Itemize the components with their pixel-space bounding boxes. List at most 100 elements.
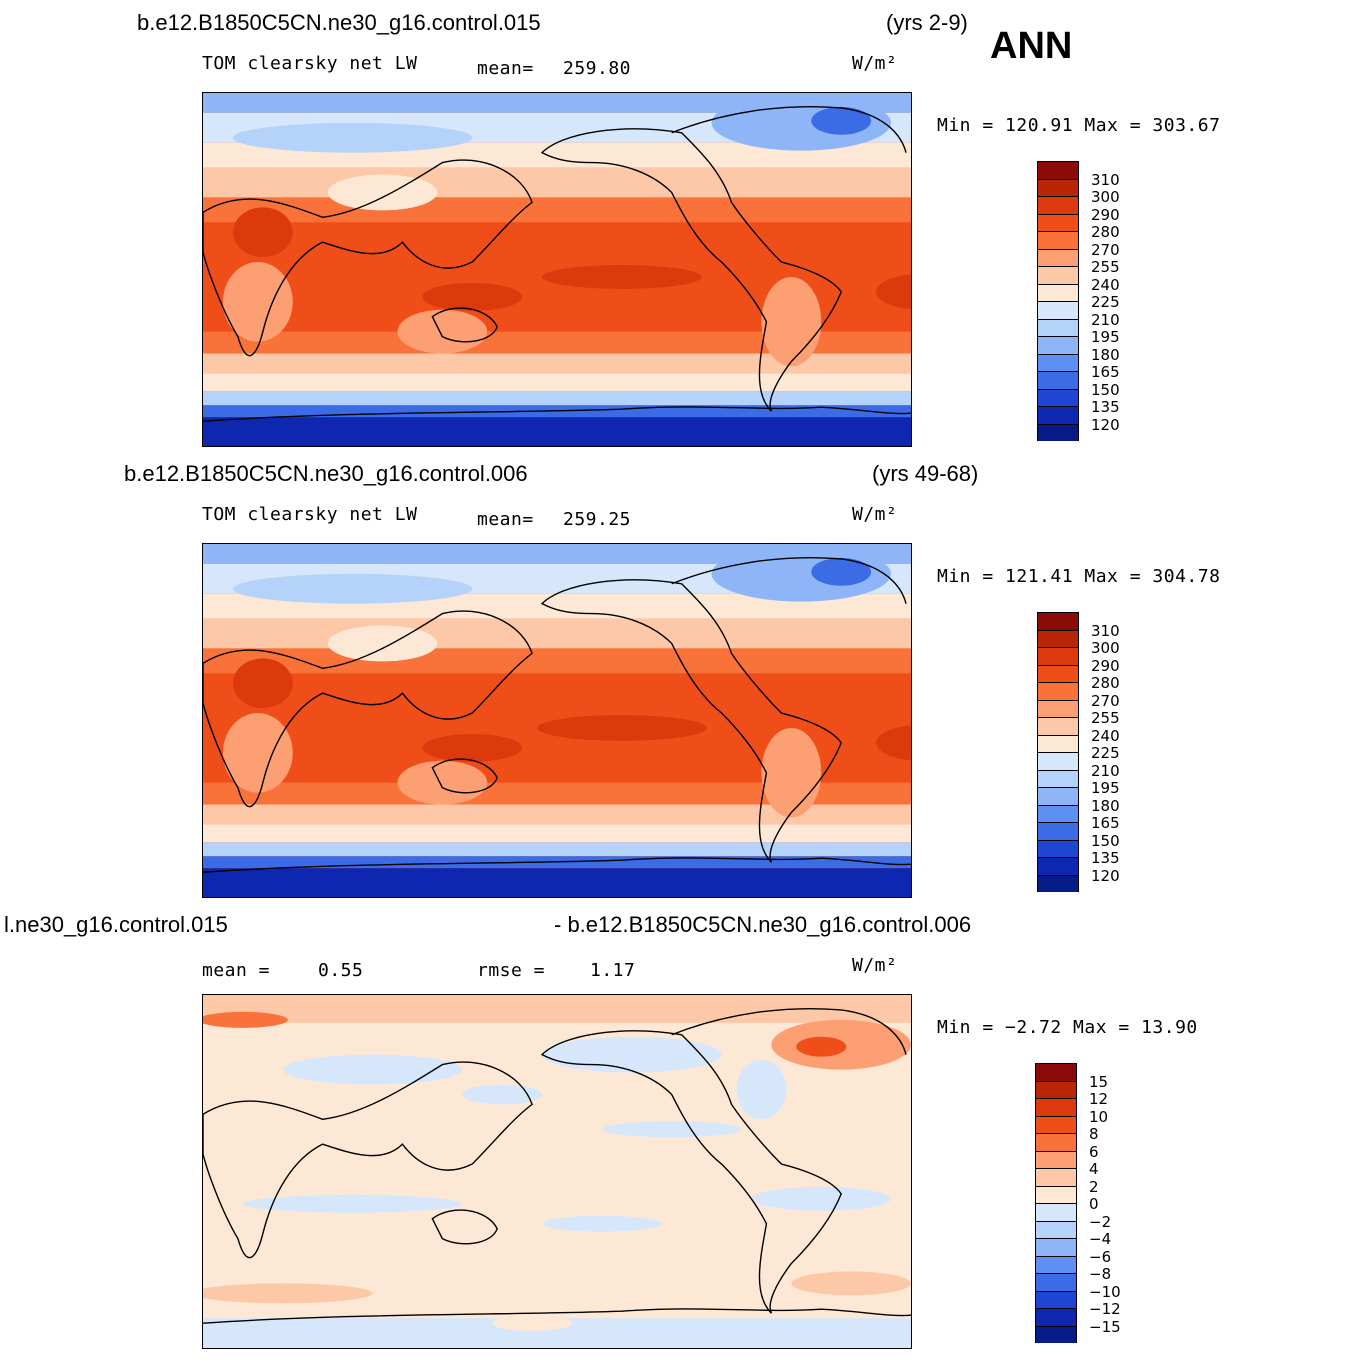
colorbar-tick-label: 240 (1091, 275, 1120, 294)
colorbar-tick-label: 240 (1091, 726, 1120, 745)
colorbar-swatch (1037, 353, 1079, 371)
colorbar-tick-label: 0 (1089, 1195, 1099, 1213)
colorbar-swatch (1035, 1290, 1077, 1308)
colorbar-tick-label: 270 (1091, 691, 1120, 710)
colorbar-tick-label: 310 (1091, 170, 1120, 189)
colorbar-swatch (1035, 1168, 1077, 1186)
panel3-colorbar: 15 12 10 8 6 4 2 0 −2 −4 −6 −8 −10 −12 −15 (1035, 1063, 1121, 1343)
colorbar-tick-label: 10 (1089, 1107, 1109, 1126)
panel2-minmax: Min = 121.41 Max = 304.78 (937, 566, 1221, 587)
panel2-case-title: b.e12.B1850C5CN.ne30_g16.control.006 (124, 461, 528, 486)
colorbar-swatch (1035, 1133, 1077, 1151)
colorbar-tick-label: −6 (1089, 1247, 1112, 1266)
colorbar-swatch (1037, 196, 1079, 214)
colorbar-tick-label: 8 (1089, 1125, 1099, 1143)
colorbar-swatch (1035, 1220, 1077, 1238)
colorbar-tick-label: 310 (1091, 621, 1120, 640)
panel1-mean-label: mean= (477, 58, 534, 79)
panel3-case-left: l.ne30_g16.control.015 (4, 912, 228, 937)
colorbar-swatch (1035, 1098, 1077, 1116)
colorbar-swatch (1037, 213, 1079, 231)
colorbar-swatch (1037, 682, 1079, 700)
colorbar-swatch (1037, 664, 1079, 682)
panel3-mean-label: mean = (202, 960, 271, 981)
colorbar-swatch (1035, 1255, 1077, 1273)
colorbar-tick-label: −15 (1089, 1317, 1121, 1336)
colorbar-swatch (1035, 1063, 1077, 1081)
colorbar-swatch (1037, 318, 1079, 336)
colorbar-tick-label: 210 (1091, 310, 1120, 329)
colorbar-swatch (1037, 231, 1079, 249)
panel2-years: (yrs 49-68) (872, 461, 979, 486)
colorbar-swatch (1035, 1185, 1077, 1203)
colorbar-swatch (1037, 699, 1079, 717)
colorbar-tick-label: 165 (1091, 363, 1120, 381)
colorbar-swatch (1037, 769, 1079, 787)
colorbar-swatch (1037, 301, 1079, 319)
colorbar-tick-label: 290 (1091, 656, 1120, 675)
panel1-colorbar: 310 300 290 280 270 255 240 225 210 195 180 165 150 1… (1037, 161, 1120, 441)
colorbar-swatch (1035, 1308, 1077, 1326)
colorbar-swatch (1037, 423, 1079, 441)
panel2-map (202, 543, 912, 898)
colorbar-swatch (1037, 804, 1079, 822)
colorbar-tick-label: 280 (1091, 223, 1120, 241)
panel3-rmse-label: rmse = (477, 960, 546, 981)
colorbar-swatch (1037, 752, 1079, 770)
panel1-variable: TOM clearsky net LW (202, 53, 418, 74)
colorbar-swatch (1037, 248, 1079, 266)
colorbar-swatch (1037, 647, 1079, 665)
colorbar-swatch (1035, 1115, 1077, 1133)
colorbar-swatch (1037, 857, 1079, 875)
colorbar-swatch (1035, 1325, 1077, 1343)
colorbar-tick-label: −12 (1089, 1300, 1121, 1318)
panel1-units: W/m² (852, 53, 898, 74)
panel3-map (202, 994, 912, 1349)
colorbar-tick-label: 135 (1091, 398, 1120, 416)
panel1-years: (yrs 2-9) (886, 10, 968, 35)
colorbar-swatch (1037, 734, 1079, 752)
colorbar-tick-label: 180 (1091, 345, 1120, 364)
colorbar-tick-label: 225 (1091, 744, 1120, 762)
panel2-units: W/m² (852, 504, 898, 525)
colorbar-tick-label: 255 (1091, 258, 1120, 276)
panel1-case-title: b.e12.B1850C5CN.ne30_g16.control.015 (137, 10, 541, 35)
colorbar-tick-label: 300 (1091, 188, 1120, 206)
colorbar-tick-label: 300 (1091, 639, 1120, 657)
colorbar-swatch (1035, 1203, 1077, 1221)
panel2-mean-value: 259.25 (563, 509, 632, 530)
colorbar-tick-label: 165 (1091, 814, 1120, 832)
colorbar-tick-label: 4 (1089, 1160, 1099, 1178)
colorbar-swatch (1037, 371, 1079, 389)
colorbar-tick-label: 225 (1091, 293, 1120, 311)
panel3-case-right: - b.e12.B1850C5CN.ne30_g16.control.006 (554, 912, 972, 937)
colorbar-tick-label: −2 (1089, 1212, 1112, 1231)
colorbar-tick-label: 255 (1091, 709, 1120, 727)
colorbar-tick-label: −10 (1089, 1282, 1121, 1301)
colorbar-tick-label: 120 (1091, 866, 1120, 885)
panel1-map (202, 92, 912, 447)
panel1-mean-value: 259.80 (563, 58, 632, 79)
colorbar-swatch (1037, 874, 1079, 892)
colorbar-swatch (1035, 1238, 1077, 1256)
panel1-minmax: Min = 120.91 Max = 303.67 (937, 115, 1221, 136)
colorbar-swatch (1035, 1150, 1077, 1168)
colorbar-swatch (1037, 839, 1079, 857)
season-label: ANN (990, 25, 1073, 67)
panel3-rmse-value: 1.17 (590, 960, 636, 981)
colorbar-swatch (1035, 1273, 1077, 1291)
colorbar-tick-label: 195 (1091, 779, 1120, 797)
colorbar-tick-label: 120 (1091, 415, 1120, 434)
colorbar-tick-label: −4 (1089, 1230, 1112, 1248)
colorbar-swatch (1037, 406, 1079, 424)
colorbar-tick-label: −8 (1089, 1265, 1112, 1283)
panel3-minmax: Min = −2.72 Max = 13.90 (937, 1017, 1198, 1038)
colorbar-swatch (1037, 612, 1079, 630)
panel3-units: W/m² (852, 955, 898, 976)
colorbar-tick-label: 150 (1091, 380, 1120, 399)
colorbar-swatch (1035, 1080, 1077, 1098)
colorbar-tick-label: 290 (1091, 205, 1120, 224)
colorbar-tick-label: 12 (1089, 1090, 1109, 1108)
colorbar-swatch (1037, 266, 1079, 284)
colorbar-tick-label: 195 (1091, 328, 1120, 346)
